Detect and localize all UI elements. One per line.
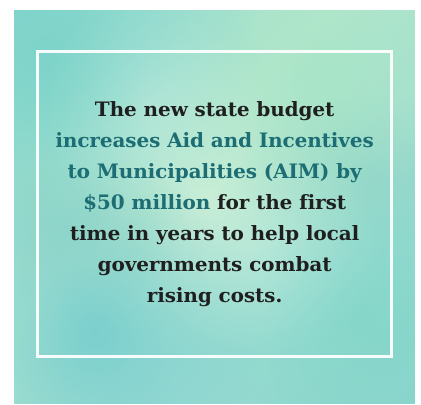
white-frame <box>36 50 393 358</box>
message-line-3: to Municipalities (AIM) by <box>67 159 362 183</box>
message-line-7: rising costs. <box>146 283 283 307</box>
budget-amount: $50 million <box>83 190 211 214</box>
message-line-4-rest: for the first <box>210 190 346 214</box>
budget-message: The new state budget increases Aid and I… <box>44 94 385 311</box>
message-line-6: governments combat <box>97 252 332 276</box>
message-line-5: time in years to help local <box>69 221 360 245</box>
message-line-2: increases Aid and Incentives <box>55 128 374 152</box>
graphic-card: The new state budget increases Aid and I… <box>14 10 415 404</box>
message-line-4: $50 million for the first <box>44 187 385 218</box>
message-line-1: The new state budget <box>94 97 335 121</box>
